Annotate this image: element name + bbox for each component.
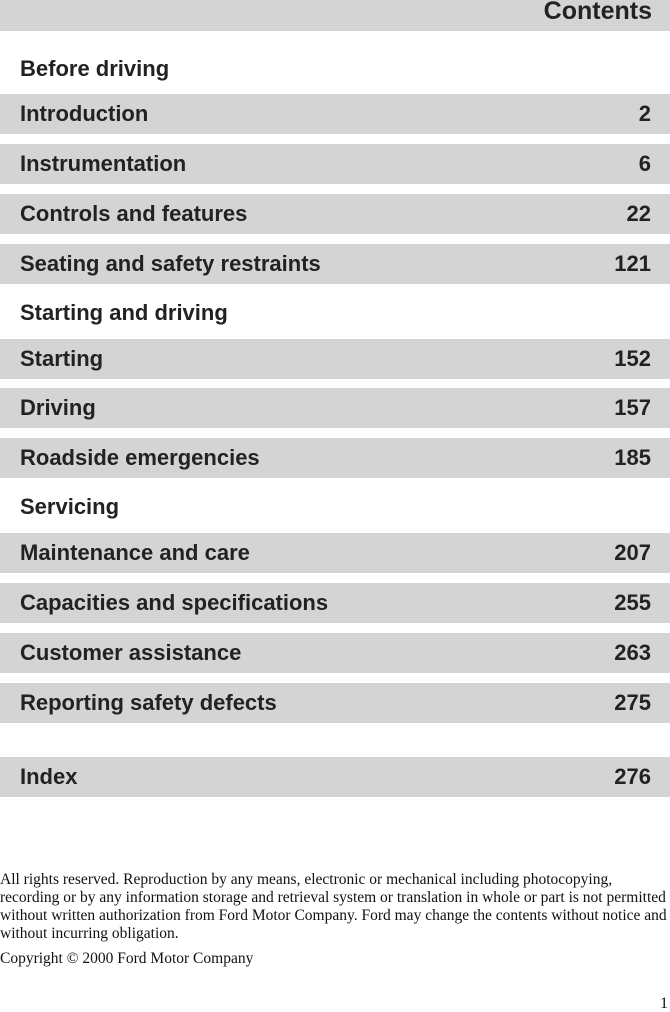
section-heading-servicing: Servicing	[20, 494, 120, 519]
toc-page-number: 152	[614, 346, 651, 371]
toc-page-number: 157	[614, 395, 651, 420]
toc-page-number: 263	[614, 640, 651, 665]
page-number: 1	[660, 995, 668, 1012]
section-heading-starting-and-driving: Starting and driving	[20, 300, 228, 325]
toc-row-roadside-emergencies[interactable]: Roadside emergencies 185	[0, 438, 670, 478]
toc-page-number: 185	[614, 445, 651, 470]
toc-label: Capacities and specifications	[20, 590, 329, 615]
toc-page-number: 255	[614, 590, 651, 615]
toc-page-number: 276	[614, 764, 651, 789]
page-title: Contents	[543, 0, 652, 25]
toc-label: Instrumentation	[20, 151, 187, 176]
toc-label: Driving	[20, 395, 96, 420]
toc-row-driving[interactable]: Driving 157	[0, 388, 670, 428]
toc-row-starting[interactable]: Starting 152	[0, 339, 670, 379]
toc-row-capacities-and-specifications[interactable]: Capacities and specifications 255	[0, 583, 670, 623]
toc-row-customer-assistance[interactable]: Customer assistance 263	[0, 633, 670, 673]
toc-label: Index	[20, 764, 78, 789]
toc-page-number: 22	[626, 201, 651, 226]
toc-label: Customer assistance	[20, 640, 242, 665]
toc-label: Roadside emergencies	[20, 445, 260, 470]
toc-label: Introduction	[20, 101, 149, 126]
toc-row-seating-and-safety-restraints[interactable]: Seating and safety restraints 121	[0, 244, 670, 284]
toc-row-index[interactable]: Index 276	[0, 757, 670, 797]
rights-notice: All rights reserved. Reproduction by any…	[0, 871, 667, 942]
toc-page-number: 207	[614, 540, 651, 565]
toc-label: Starting	[20, 346, 104, 371]
toc-row-reporting-safety-defects[interactable]: Reporting safety defects 275	[0, 683, 670, 723]
toc-page-number: 2	[638, 101, 651, 126]
toc-label: Controls and features	[20, 201, 248, 226]
toc-page-number: 275	[614, 690, 651, 715]
toc-row-instrumentation[interactable]: Instrumentation 6	[0, 144, 670, 184]
toc-page-number: 121	[614, 251, 651, 276]
copyright-notice: Copyright © 2000 Ford Motor Company	[0, 950, 254, 967]
section-heading-before-driving: Before driving	[20, 56, 170, 81]
toc-page-number: 6	[638, 151, 651, 176]
toc-label: Maintenance and care	[20, 540, 250, 565]
toc-row-controls-and-features[interactable]: Controls and features 22	[0, 194, 670, 234]
toc-label: Reporting safety defects	[20, 690, 277, 715]
toc-row-introduction[interactable]: Introduction 2	[0, 94, 670, 134]
header-bar: Contents	[0, 0, 670, 31]
toc-row-maintenance-and-care[interactable]: Maintenance and care 207	[0, 533, 670, 573]
toc-label: Seating and safety restraints	[20, 251, 321, 276]
